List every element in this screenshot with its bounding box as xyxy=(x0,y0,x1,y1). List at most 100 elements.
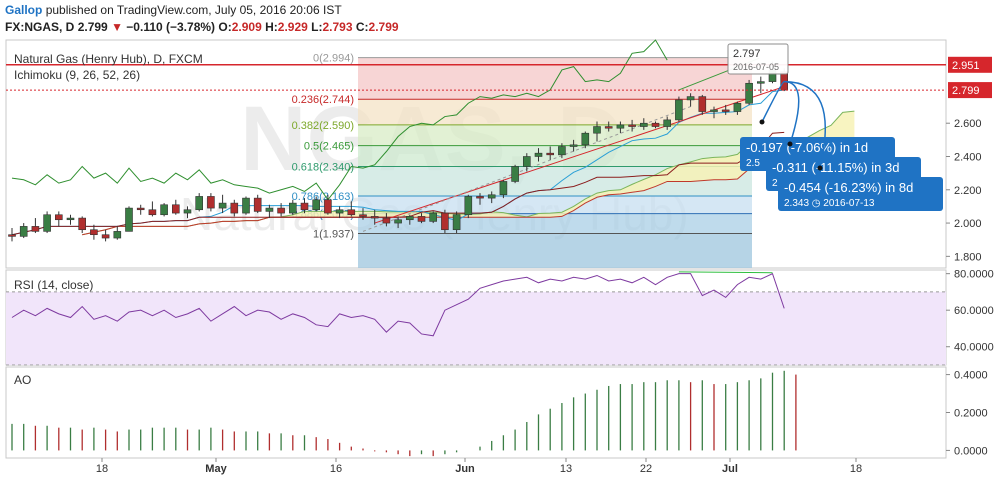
fib-level-label: 0.618(2.340) xyxy=(292,161,354,173)
candle-body xyxy=(125,207,133,232)
ichimoku-label: Ichimoku (9, 26, 52, 26) xyxy=(14,68,140,82)
price-box xyxy=(727,43,789,75)
fib-zone xyxy=(358,195,752,214)
time-axis-label: 16 xyxy=(330,463,342,475)
ao-axis-label: 0.0000 xyxy=(954,445,988,457)
fib-level-label: 1(1.937) xyxy=(313,229,354,241)
trend-line xyxy=(374,86,785,224)
open-value: 2.909 xyxy=(231,20,262,34)
candle-body xyxy=(324,199,332,214)
candle-body xyxy=(218,202,227,209)
candle-body xyxy=(429,212,438,222)
fib-zone xyxy=(358,99,752,125)
candle-body xyxy=(335,209,344,214)
time-axis-label: 18 xyxy=(96,463,108,475)
candle-body xyxy=(230,202,239,214)
candle-body xyxy=(347,209,356,216)
candle-body xyxy=(651,122,660,127)
close-label: C: xyxy=(355,20,369,34)
fib-zone xyxy=(358,233,752,268)
candle-body xyxy=(113,231,122,239)
high-value: 2.929 xyxy=(277,20,308,34)
candle-body xyxy=(101,234,110,239)
candle-body xyxy=(405,216,414,221)
candle-body xyxy=(534,152,543,157)
candle-body xyxy=(616,124,625,129)
projection-sub: 2.343 ◷ 2016-07-13 xyxy=(784,198,875,209)
fib-level-label: 0.236(2.744) xyxy=(292,94,354,106)
candle-body xyxy=(569,144,578,147)
candle-body xyxy=(628,124,636,127)
author-name[interactable]: Gallop xyxy=(5,3,43,17)
symbol-name: FX:NGAS, D xyxy=(5,20,75,34)
fib-level-label: 0(2.994) xyxy=(313,53,354,65)
candle-body xyxy=(639,122,648,127)
candle-body xyxy=(546,152,555,156)
candle-body xyxy=(756,81,765,84)
time-axis-label: Jun xyxy=(455,463,475,475)
projection-point xyxy=(787,141,793,147)
fib-level-label: 0.382(2.590) xyxy=(292,120,354,132)
candle-body xyxy=(745,82,753,104)
projection-sub: 2.5 xyxy=(746,158,760,169)
candle-body xyxy=(558,146,566,156)
price-tag-label: 2.951 xyxy=(952,60,980,72)
candle-body xyxy=(476,196,484,199)
candle-body xyxy=(265,207,274,212)
rsi-axis-label: 40.0000 xyxy=(954,342,994,354)
candle-body xyxy=(90,229,98,236)
candle-body xyxy=(8,234,16,237)
rsi-axis-label: 60.0000 xyxy=(954,305,994,317)
symbol-header: FX:NGAS, D 2.799 ▼ −0.110 (−3.78%) O:2.9… xyxy=(5,20,399,34)
price-axis-label: 1.800 xyxy=(954,251,982,263)
candle-body xyxy=(54,214,63,221)
projection-point xyxy=(759,119,765,125)
candle-body xyxy=(698,96,707,112)
candle-body xyxy=(288,202,297,214)
candle-body xyxy=(277,207,285,214)
candle-body xyxy=(441,212,449,231)
price-tag xyxy=(948,82,992,99)
price-tag-label: 2.799 xyxy=(952,85,980,97)
candle-body xyxy=(499,181,508,196)
candle-body xyxy=(78,217,86,231)
candle-body xyxy=(675,99,683,121)
time-axis-label: May xyxy=(205,463,227,475)
fib-zone xyxy=(358,57,752,100)
candle-body xyxy=(710,109,718,112)
projection-sub: 2. xyxy=(772,178,780,189)
candle-body xyxy=(593,126,601,134)
fib-zone xyxy=(358,124,752,146)
candle-body xyxy=(136,207,145,211)
candle-body xyxy=(300,202,309,211)
candle-body xyxy=(604,126,613,129)
candle-body xyxy=(183,209,192,214)
candle-body xyxy=(733,102,742,112)
fib-level-label: 0.5(2.465) xyxy=(304,141,354,153)
open-label: O: xyxy=(218,20,232,34)
candle-body xyxy=(19,226,28,237)
price-tag xyxy=(948,56,992,73)
price-axis-label: 2.000 xyxy=(954,218,982,230)
fib-level-label: 0.786(2.163) xyxy=(292,191,354,203)
candle-body xyxy=(242,197,250,214)
candle-body xyxy=(31,226,40,232)
projection-label: -0.311 (-11.15%) in 3d xyxy=(772,160,899,175)
price-box-date: 2016-07-05 xyxy=(733,62,779,72)
ichimoku-cloud xyxy=(82,111,855,235)
candle-body xyxy=(721,109,730,112)
candle-body xyxy=(195,196,203,211)
candle-body xyxy=(417,216,426,222)
ichimoku-chikou xyxy=(11,39,668,201)
price-axis-label: 2.200 xyxy=(954,185,982,197)
rsi-divergence-line xyxy=(678,271,773,274)
rsi-axis-label: 80.0000 xyxy=(954,269,994,281)
projection-point xyxy=(817,165,823,171)
candle-body xyxy=(464,196,473,216)
rsi-band xyxy=(6,291,946,365)
rsi-line xyxy=(11,272,785,337)
projection-arrow xyxy=(761,80,785,123)
price-axis-label: 2.600 xyxy=(954,118,982,130)
projection-callout xyxy=(778,177,943,211)
